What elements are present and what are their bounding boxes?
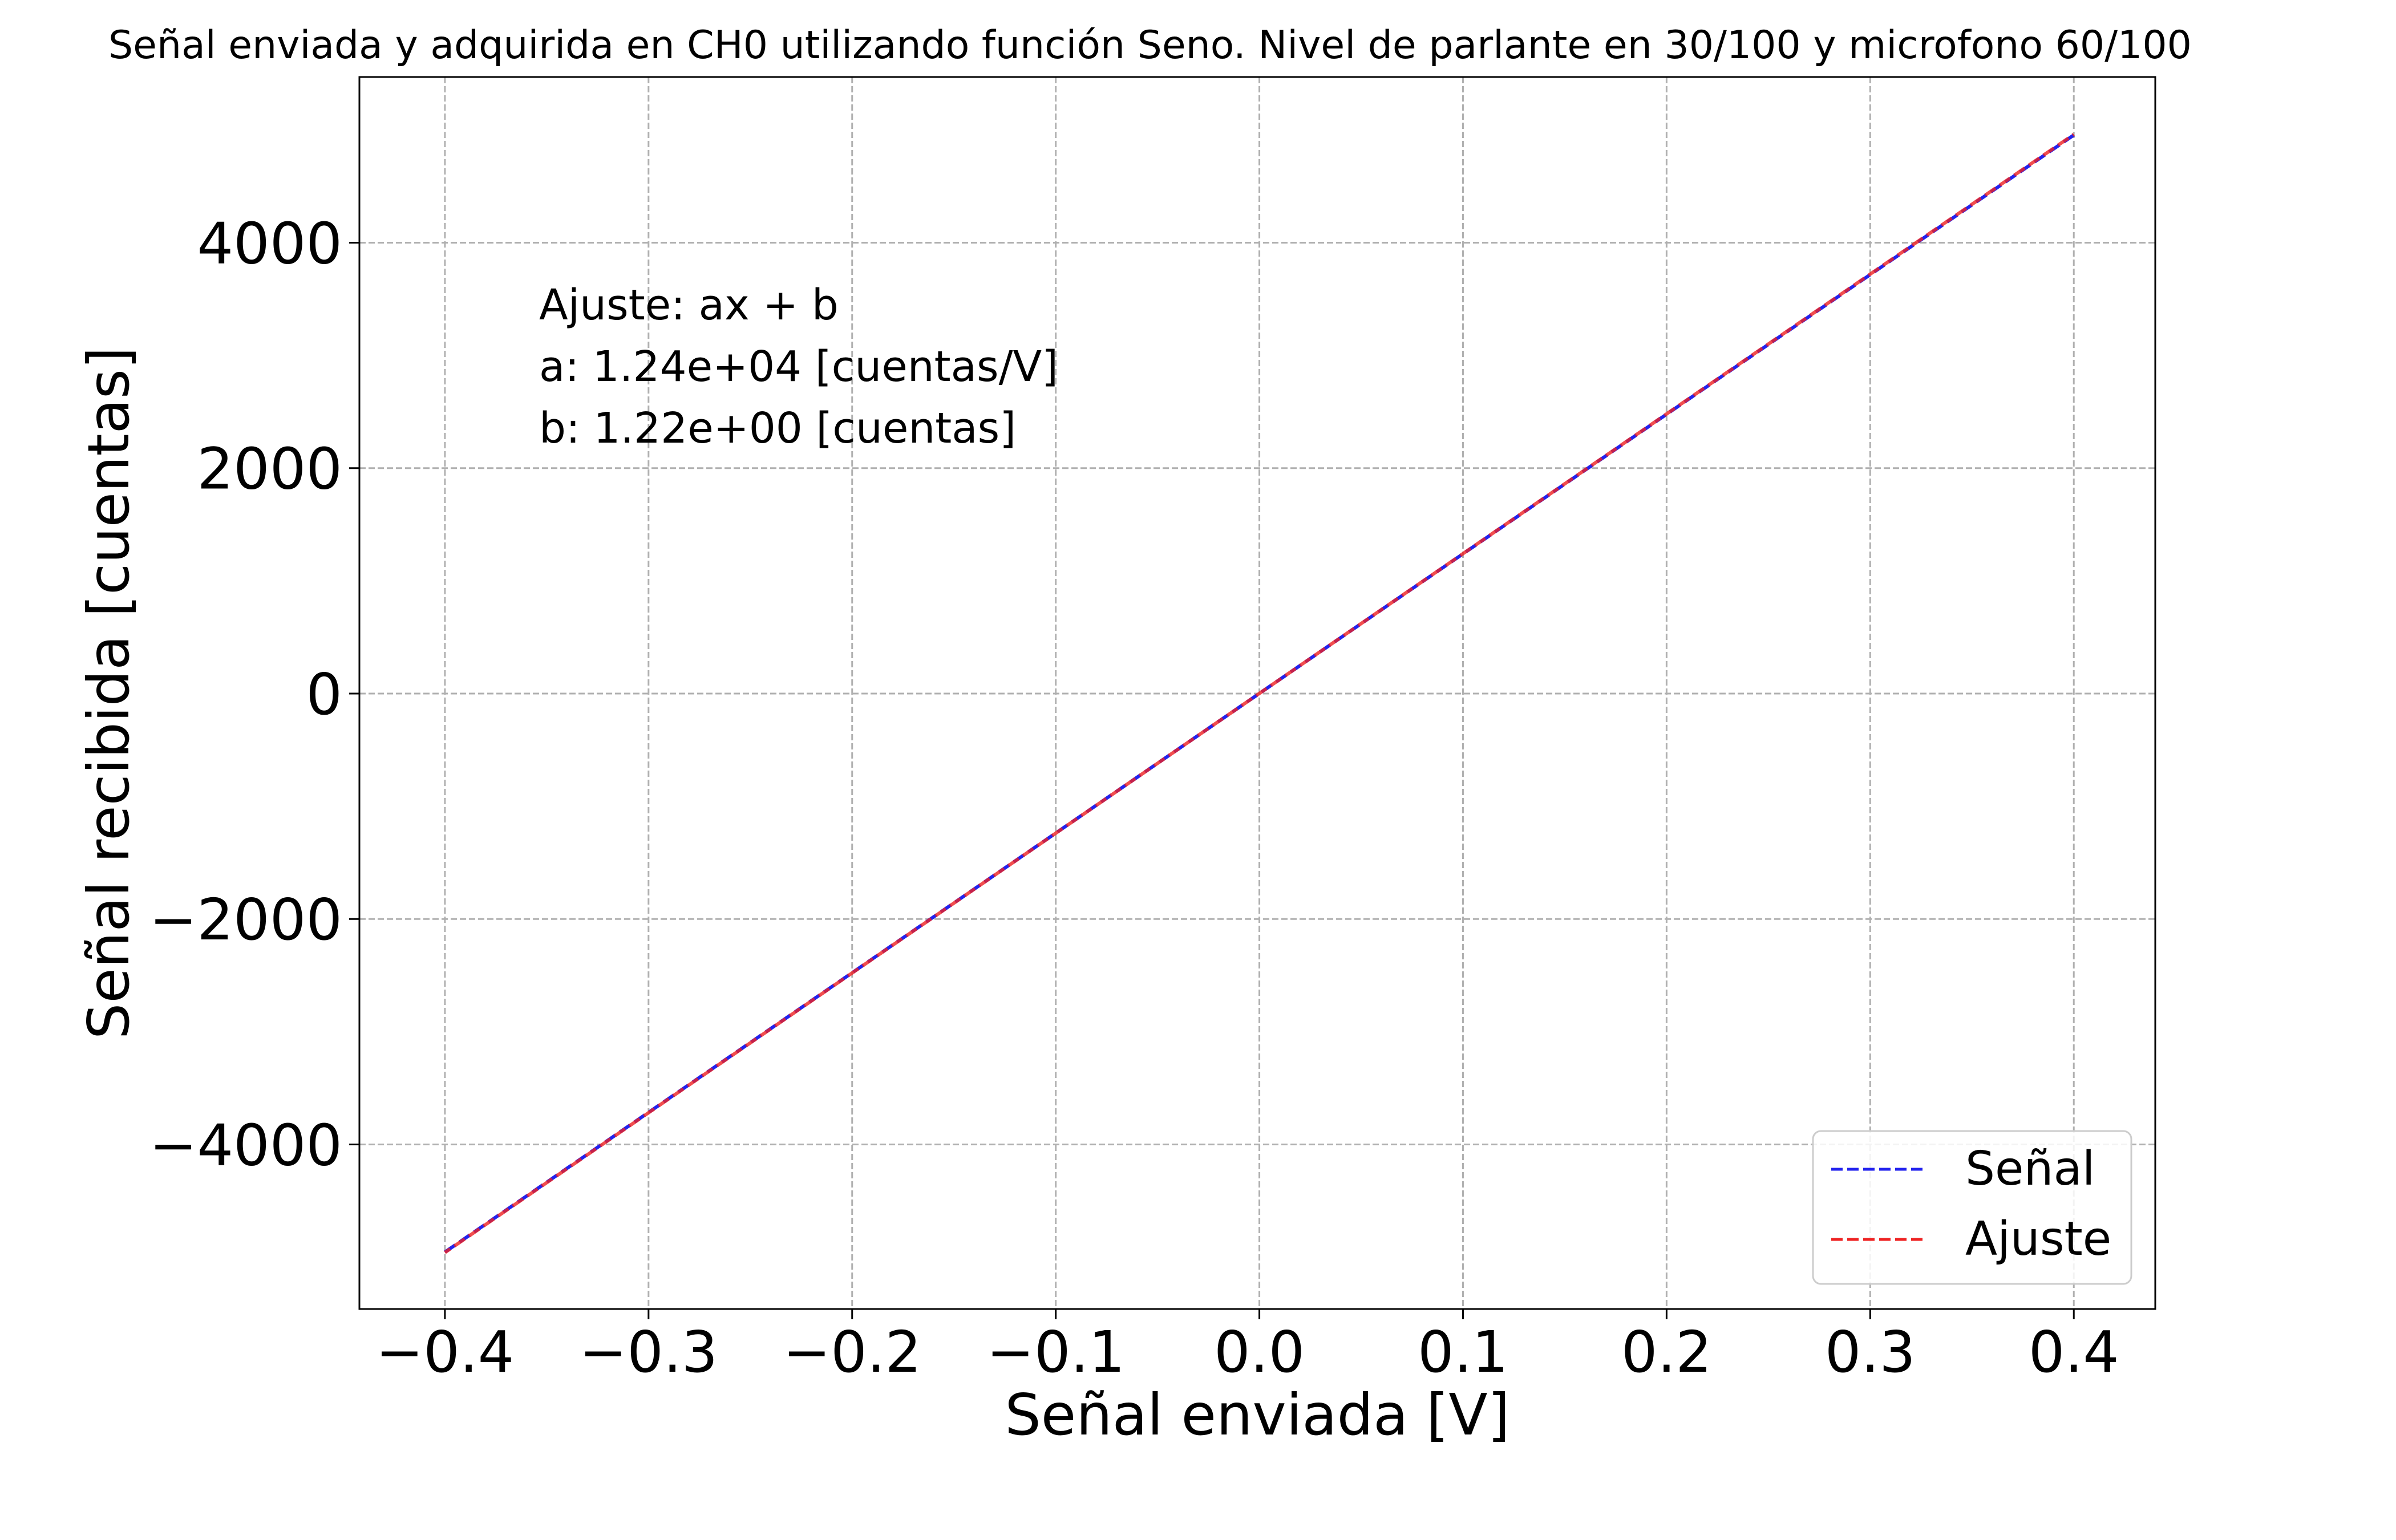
x-axis-label: Señal enviada [V] xyxy=(1005,1381,1509,1448)
y-tick-label: 2000 xyxy=(197,436,343,502)
x-ticks: −0.4 −0.3 −0.2 −0.1 0.0 0.1 0.2 0.3 0.4 xyxy=(375,1309,2119,1385)
x-tick-label: 0.4 xyxy=(2029,1319,2119,1385)
y-tick-label: −4000 xyxy=(149,1112,342,1178)
annotation-line-a: a: 1.24e+04 [cuentas/V] xyxy=(539,342,1058,391)
x-tick-label: 0.0 xyxy=(1214,1319,1305,1385)
y-tick-label: −2000 xyxy=(149,886,342,953)
annotation-line-b: b: 1.22e+00 [cuentas] xyxy=(539,404,1016,453)
y-ticks: −4000 −2000 0 2000 4000 xyxy=(149,210,359,1178)
x-tick-label: −0.4 xyxy=(375,1319,514,1385)
legend-box xyxy=(1812,1130,2132,1285)
x-tick-label: 0.3 xyxy=(1825,1319,1916,1385)
x-tick-label: 0.1 xyxy=(1418,1319,1508,1385)
annotation-line-model: Ajuste: ax + b xyxy=(539,281,839,330)
y-tick-label: 0 xyxy=(306,661,342,728)
series-layer xyxy=(444,133,2075,1254)
chart-title: Señal enviada y adquirida en CH0 utiliza… xyxy=(108,23,2192,68)
x-tick-label: −0.2 xyxy=(783,1319,921,1385)
legend-label-senal: Señal xyxy=(1965,1142,2095,1196)
x-tick-label: 0.2 xyxy=(1621,1319,1712,1385)
y-tick-label: 4000 xyxy=(197,210,343,277)
series-line-ajuste xyxy=(444,133,2075,1254)
x-tick-label: −0.3 xyxy=(579,1319,718,1385)
fit-annotation: Ajuste: ax + b a: 1.24e+04 [cuentas/V] b… xyxy=(539,281,1058,453)
legend-label-ajuste: Ajuste xyxy=(1965,1212,2111,1266)
y-axis-label: Señal recibida [cuentas] xyxy=(75,347,142,1039)
legend: Señal Ajuste xyxy=(1812,1130,2132,1285)
x-tick-label: −0.1 xyxy=(986,1319,1125,1385)
